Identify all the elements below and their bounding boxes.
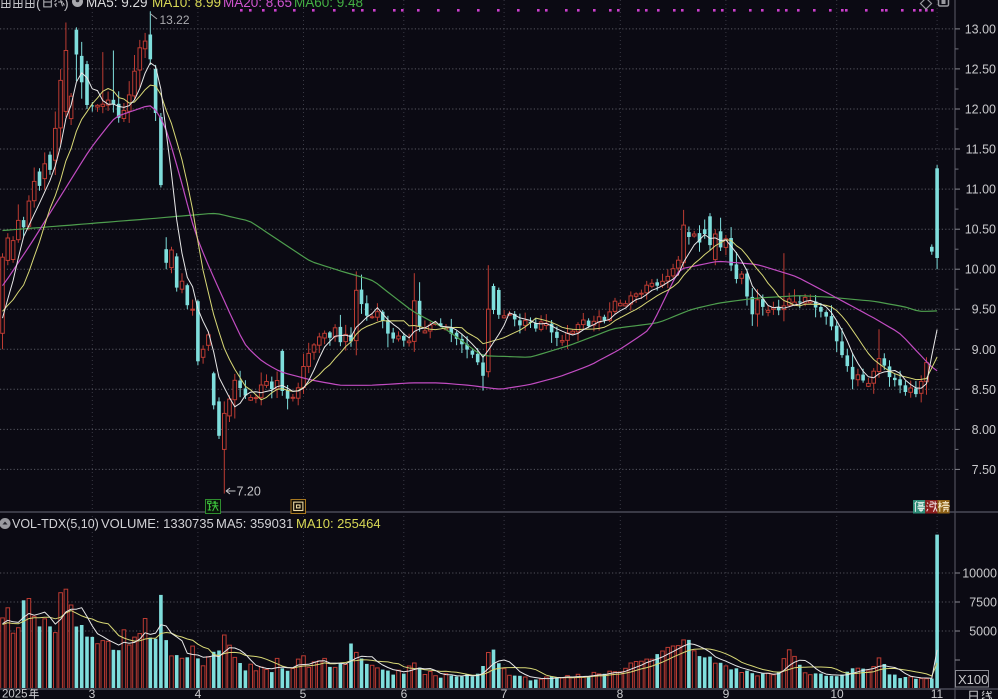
svg-text:11: 11 (931, 687, 944, 699)
svg-text:MA10: 8.99: MA10: 8.99 (152, 0, 221, 10)
svg-text:3: 3 (89, 687, 96, 699)
svg-text:MA5: 359031: MA5: 359031 (216, 516, 293, 531)
svg-text:7.20: 7.20 (237, 485, 261, 499)
svg-text:10000: 10000 (962, 567, 997, 581)
svg-text:4: 4 (195, 687, 202, 699)
svg-text:X100: X100 (958, 672, 988, 687)
svg-text:10: 10 (830, 687, 844, 699)
svg-text:8: 8 (617, 687, 624, 699)
svg-text:10.00: 10.00 (965, 263, 996, 277)
svg-text:VOLUME: 1330735: VOLUME: 1330735 (101, 516, 214, 531)
svg-text:13.00: 13.00 (965, 22, 996, 36)
svg-text:(: ( (36, 0, 41, 11)
svg-text:5000: 5000 (969, 625, 997, 639)
svg-text:6: 6 (401, 687, 408, 699)
svg-text:9.50: 9.50 (972, 303, 996, 317)
svg-text:8.50: 8.50 (972, 383, 996, 397)
svg-text:MA5: 9.29: MA5: 9.29 (86, 0, 148, 10)
svg-text:7: 7 (501, 687, 508, 699)
svg-text:9: 9 (723, 687, 730, 699)
svg-text:7500: 7500 (969, 596, 997, 610)
svg-text:MA60: 9.48: MA60: 9.48 (294, 0, 363, 10)
svg-text:MA20: 8.65: MA20: 8.65 (223, 0, 292, 10)
svg-text:): ) (64, 0, 69, 11)
svg-text:11.50: 11.50 (966, 143, 996, 157)
svg-text:13.22: 13.22 (160, 13, 190, 27)
svg-text:11.00: 11.00 (966, 183, 996, 197)
svg-text:8.00: 8.00 (972, 423, 996, 437)
svg-text:VOL-TDX(5,10): VOL-TDX(5,10) (12, 517, 99, 531)
svg-text:10.50: 10.50 (965, 223, 996, 237)
svg-text:5: 5 (300, 687, 307, 699)
svg-text:12.50: 12.50 (965, 62, 996, 76)
svg-text:7.50: 7.50 (972, 463, 996, 477)
svg-text:MA10: 255464: MA10: 255464 (296, 516, 381, 531)
svg-text:2025: 2025 (2, 689, 28, 699)
svg-text:12.00: 12.00 (965, 103, 996, 117)
svg-text:9.00: 9.00 (972, 343, 996, 357)
